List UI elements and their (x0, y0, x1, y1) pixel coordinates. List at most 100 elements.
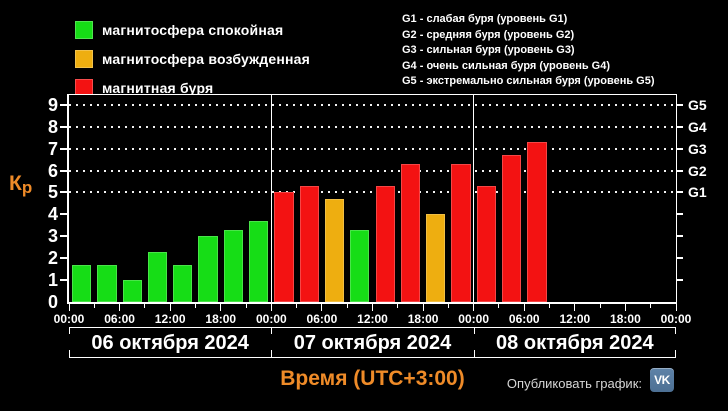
y-tick-label-3: 3 (47, 226, 58, 247)
legend-item-storm: магнитная буря (75, 79, 310, 97)
g-label-g5: G5 (688, 96, 707, 113)
kp-bar-day2-slot1 (274, 192, 294, 302)
x-tick (245, 303, 247, 308)
x-axis-title: Время (UTC+3:00) (280, 367, 465, 390)
excited-color-swatch (75, 50, 93, 68)
x-tick-label: 18:00 (407, 312, 439, 326)
legend-item-label: магнитосфера спокойная (102, 22, 284, 38)
vk-share-button[interactable]: VK (650, 368, 674, 392)
y-tick (60, 279, 67, 282)
kp-bar-day1-slot4 (147, 251, 168, 302)
g-label-g1: G1 (688, 184, 707, 201)
x-tick (422, 303, 424, 311)
kp-bar-day1-slot8 (249, 220, 269, 302)
x-tick (599, 303, 601, 308)
y-tick-label-2: 2 (47, 248, 58, 269)
x-tick-label: 00:00 (660, 312, 692, 326)
x-tick (498, 303, 500, 308)
y-tick-label-5: 5 (47, 182, 58, 203)
y-tick (675, 125, 683, 128)
x-tick (270, 303, 272, 311)
date-band-tick (69, 350, 70, 357)
y-tick-label-7: 7 (47, 138, 58, 159)
date-label-day3: 08 октября 2024 (496, 332, 654, 354)
kp-bar-day3-slot2 (501, 155, 522, 302)
x-tick (296, 303, 298, 308)
g-label-g2: G2 (688, 162, 707, 179)
x-tick (194, 303, 196, 308)
y-tick (675, 147, 683, 150)
date-band-tick (69, 327, 70, 334)
y-tick-label-8: 8 (47, 116, 58, 137)
y-tick (675, 213, 683, 216)
x-tick (119, 303, 121, 311)
legend-item-label: магнитная буря (102, 80, 214, 96)
y-tick (675, 169, 683, 172)
vk-icon: VK (654, 373, 670, 387)
date-band-tick (473, 350, 475, 357)
storm-level-g3: G3 - сильная буря (уровень G3) (402, 44, 575, 56)
y-axis-ticks-right (675, 95, 683, 302)
g-scale-labels: G5 G4 G3 G2 G1 (688, 95, 726, 302)
y-tick (60, 103, 67, 106)
storm-level-g2: G2 - средняя буря (уровень G2) (402, 28, 575, 41)
kp-title-k: К (9, 172, 22, 195)
x-tick-label: 06:00 (306, 312, 338, 326)
x-tick (321, 303, 323, 311)
storm-level-g5: G5 - экстремально сильная буря (уровень … (402, 75, 655, 87)
x-tick-label: 00:00 (53, 312, 85, 326)
x-tick-label: 12:00 (559, 312, 591, 326)
quiet-color-swatch (75, 21, 93, 39)
x-tick (650, 303, 652, 308)
legend-item-quiet: магнитосфера спокойная (75, 21, 310, 39)
g-label-g4: G4 (688, 118, 707, 135)
kp-bar-day2-slot6 (400, 164, 421, 302)
y-tick (60, 213, 67, 216)
magnetosphere-legend: магнитосфера спокойная магнитосфера возб… (75, 21, 310, 97)
x-tick-label: 18:00 (610, 312, 641, 326)
storm-level-g1: G1 - слабая буря (уровень G1) (402, 13, 568, 25)
kp-bar-day1-slot6 (198, 236, 218, 302)
kp-bar-day1-slot2 (97, 264, 117, 302)
kp-bar-day1-slot1 (72, 264, 92, 302)
kp-bar-day2-slot2 (299, 185, 319, 302)
x-tick (624, 303, 626, 311)
date-label-day1: 06 октября 2024 (91, 332, 249, 354)
kp-bar-day2-slot4 (350, 229, 370, 302)
y-tick (60, 169, 67, 172)
x-tick-label: 06:00 (508, 312, 540, 326)
x-tick-label: 00:00 (255, 312, 287, 326)
legend-item-label: магнитосфера возбужденная (102, 51, 311, 67)
x-axis-band: 00:00 06:00 12:00 18:00 00:00 06:00 12:00 18:00… (54, 303, 691, 327)
kp-bar-day2-slot5 (375, 185, 395, 302)
date-band-tick (675, 350, 676, 357)
x-tick (675, 303, 677, 311)
date-band-tick (473, 327, 475, 334)
day-divider (473, 95, 475, 302)
x-tick (523, 303, 525, 311)
kp-bar-day3-slot1 (476, 185, 496, 302)
x-tick (549, 303, 551, 308)
kp-bar-day3-slot3 (527, 142, 547, 302)
date-band-tick (675, 327, 676, 334)
gridline-kp-8 (69, 125, 676, 128)
x-tick-label: 12:00 (357, 312, 388, 326)
storm-color-swatch (75, 79, 93, 97)
kp-bar-day2-slot8 (451, 164, 471, 302)
x-tick-label: 00:00 (458, 312, 489, 326)
y-tick (60, 147, 67, 150)
plot-area (67, 94, 677, 304)
date-band-bottom-line (69, 357, 676, 358)
kp-bar-day1-slot3 (122, 280, 142, 302)
storm-level-g4: G4 - очень сильная буря (уровень G4) (402, 59, 611, 72)
y-tick-label-1: 1 (47, 270, 58, 291)
y-axis-ticks-left (60, 95, 67, 302)
y-tick (60, 257, 67, 260)
y-tick (675, 257, 683, 260)
gridline-kp-9 (69, 103, 676, 106)
x-tick (447, 303, 449, 308)
x-tick (169, 303, 171, 311)
x-tick-label: 18:00 (205, 312, 237, 326)
x-tick (93, 303, 95, 308)
date-band-tick (271, 327, 273, 334)
